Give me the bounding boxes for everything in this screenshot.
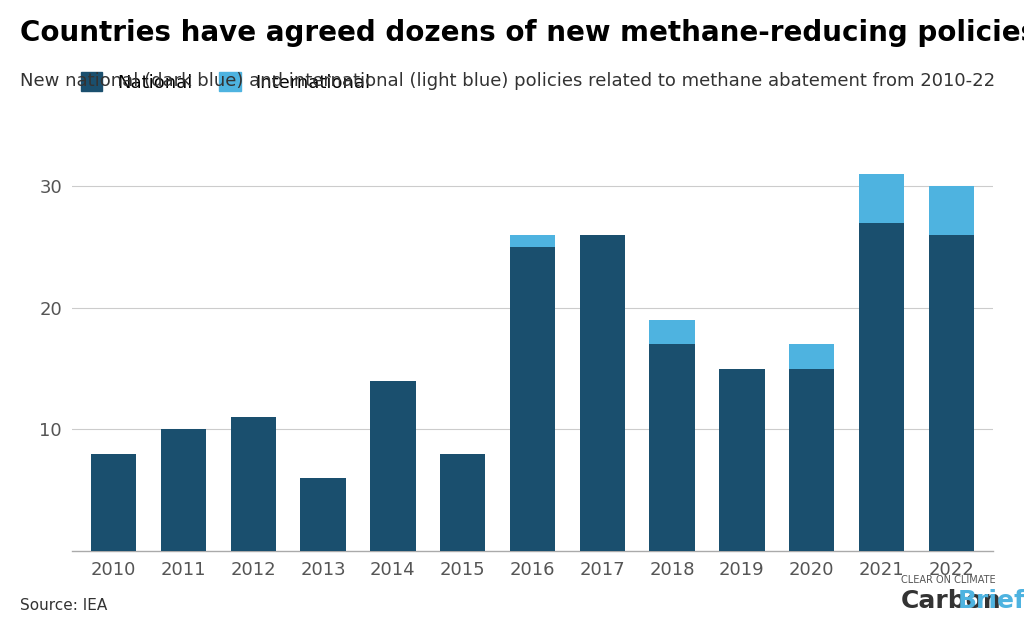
Text: Brief: Brief (957, 590, 1024, 613)
Bar (370, 381, 416, 551)
Legend: National, International: National, International (81, 73, 371, 92)
Bar (649, 320, 695, 344)
Bar (649, 344, 695, 551)
Bar (510, 247, 555, 551)
Bar (300, 478, 346, 551)
Bar (91, 454, 136, 551)
Bar (440, 454, 485, 551)
Bar (230, 417, 275, 551)
Bar (580, 235, 625, 551)
Bar (859, 174, 904, 223)
Bar (790, 369, 835, 551)
Text: Carbon: Carbon (901, 590, 1001, 613)
Bar (719, 369, 765, 551)
Text: New national (dark blue) and international (light blue) policies related to meth: New national (dark blue) and internation… (20, 72, 995, 90)
Bar (859, 223, 904, 551)
Bar (510, 235, 555, 247)
Bar (161, 429, 206, 551)
Bar (929, 235, 974, 551)
Text: CLEAR ON CLIMATE: CLEAR ON CLIMATE (901, 575, 995, 585)
Bar (790, 344, 835, 369)
Text: Countries have agreed dozens of new methane-reducing policies since 2010: Countries have agreed dozens of new meth… (20, 19, 1024, 47)
Bar (929, 187, 974, 235)
Text: Source: IEA: Source: IEA (20, 598, 108, 613)
